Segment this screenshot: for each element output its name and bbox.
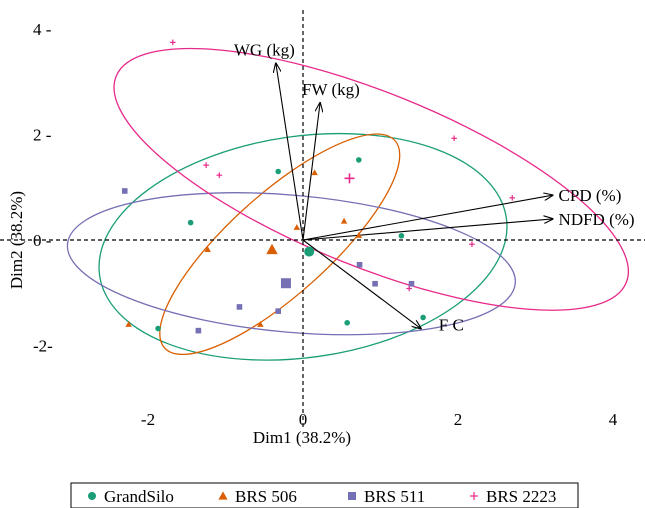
y-axis-title: Dim2 (38.2%) [7,191,26,289]
legend-entry-label: BRS 2223 [486,487,556,506]
data-point [275,308,281,314]
data-point [372,280,378,287]
x-tick-label: -2 [141,410,155,429]
variable-arrow [276,63,304,241]
data-point [187,219,194,226]
data-point [236,304,243,310]
data-point [195,327,202,334]
legend-symbol [218,491,228,500]
data-point [125,321,132,327]
variable-arrow [302,239,421,329]
data-point [356,157,362,163]
legend-entry-label: BRS 506 [235,487,297,506]
y-tick-label: 4 - [33,20,52,39]
data-point [340,217,348,224]
centroid-point [344,173,355,184]
data-points [121,39,516,334]
variable-arrow [302,219,553,241]
y-tick-label: 0 - [33,231,52,250]
y-tick-label: 2 - [33,126,52,145]
variable-label: F C [439,316,464,335]
variable-arrow [302,103,320,241]
data-point [216,172,223,178]
variable-arrow [302,195,553,241]
data-point [451,135,457,142]
legend-symbol [88,492,96,500]
variable-label: WG (kg) [234,40,295,59]
variable-arrows: WG (kg) FW (kg) CPD (%) NDFD (%) F C [234,40,635,334]
data-point [355,232,363,238]
legend-entry-label: BRS 511 [364,487,425,506]
data-point [170,39,176,46]
data-point [121,188,128,194]
x-tick-label: 4 [609,410,618,429]
x-tick-label: 0 [299,410,308,429]
ellipse-2 [66,192,516,336]
data-point [344,319,350,326]
x-tick-label: 2 [454,410,463,429]
data-point [275,168,282,175]
data-point [469,241,475,248]
data-point [311,169,318,176]
axes: -2 0 2 4 -2- 0 - 2 - 4 - [0,10,645,430]
legend-symbol [348,492,356,500]
data-point [257,321,264,327]
legend: GrandSilo BRS 506 BRS 511 BRS 2223 [70,482,579,508]
legend-symbol [470,492,478,500]
variable-label: CPD (%) [559,186,622,205]
ellipse-1 [159,133,401,356]
data-point [356,261,363,268]
variable-label: NDFD (%) [559,210,635,229]
data-point [293,224,301,230]
legend-entry-label: GrandSilo [104,487,174,506]
data-point [509,195,516,201]
data-point [204,246,211,253]
y-tick-label: -2- [33,336,53,355]
data-point [406,285,412,292]
data-point [155,325,161,332]
x-axis-title: Dim1 (38.2%) [253,428,351,447]
centroid-point [304,246,315,257]
chart-labels: Dim1 (38.2%) Dim2 (38.2%) [7,191,351,447]
variable-label: FW (kg) [302,80,360,99]
data-point [398,232,405,239]
data-point [408,280,415,287]
legend-box [70,482,579,508]
data-point [203,162,209,168]
data-point [420,314,426,321]
ellipse-3 [113,47,630,311]
centroid-point [280,278,291,289]
confidence-ellipses [66,47,630,361]
centroid-point [266,243,278,255]
